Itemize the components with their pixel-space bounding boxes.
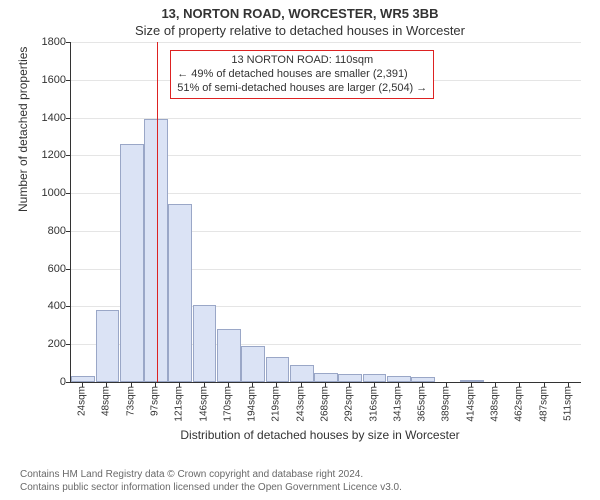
xtick-label: 170sqm	[222, 386, 233, 422]
bar	[241, 346, 265, 382]
bar	[460, 380, 484, 382]
ytick-label: 200	[26, 338, 66, 350]
xtick-label: 462sqm	[514, 386, 525, 422]
bar	[144, 119, 168, 382]
xtick-label: 365sqm	[417, 386, 428, 422]
xtick-label: 48sqm	[101, 386, 112, 416]
ytick-label: 1000	[26, 187, 66, 199]
ytick-mark	[66, 42, 71, 43]
xtick-label: 73sqm	[125, 386, 136, 416]
ytick-mark	[66, 231, 71, 232]
ytick-label: 1400	[26, 112, 66, 124]
ytick-mark	[66, 155, 71, 156]
page-title-address: 13, NORTON ROAD, WORCESTER, WR5 3BB	[0, 0, 600, 21]
xtick-label: 146sqm	[198, 386, 209, 422]
xtick-label: 511sqm	[562, 386, 573, 421]
xtick-label: 414sqm	[465, 386, 476, 422]
xtick-label: 292sqm	[344, 386, 355, 422]
footer-attribution: Contains HM Land Registry data © Crown c…	[20, 469, 402, 494]
annotation-line: ← 49% of detached houses are smaller (2,…	[177, 68, 427, 82]
ytick-label: 0	[26, 376, 66, 388]
xtick-label: 268sqm	[320, 386, 331, 422]
gridline	[71, 42, 581, 43]
ytick-label: 1200	[26, 149, 66, 161]
bar	[193, 305, 217, 382]
ytick-mark	[66, 193, 71, 194]
ytick-mark	[66, 80, 71, 81]
bar	[338, 374, 362, 382]
footer-line-2: Contains public sector information licen…	[20, 482, 402, 495]
ytick-label: 1600	[26, 74, 66, 86]
bar	[290, 365, 314, 382]
xtick-label: 389sqm	[441, 386, 452, 422]
xtick-label: 487sqm	[538, 386, 549, 422]
xtick-label: 97sqm	[150, 386, 161, 416]
x-axis-label: Distribution of detached houses by size …	[60, 428, 580, 442]
ytick-mark	[66, 344, 71, 345]
gridline	[71, 118, 581, 119]
ytick-mark	[66, 306, 71, 307]
ytick-label: 600	[26, 263, 66, 275]
xtick-label: 243sqm	[295, 386, 306, 422]
xtick-label: 121sqm	[174, 386, 185, 422]
bar	[168, 204, 192, 382]
bar	[314, 373, 338, 382]
xtick-label: 219sqm	[271, 386, 282, 422]
annotation-line: 13 NORTON ROAD: 110sqm	[177, 54, 427, 68]
ytick-mark	[66, 382, 71, 383]
annotation-box: 13 NORTON ROAD: 110sqm← 49% of detached …	[170, 50, 434, 99]
bar	[363, 374, 387, 382]
bar	[387, 376, 411, 382]
ytick-label: 800	[26, 225, 66, 237]
xtick-label: 341sqm	[392, 386, 403, 422]
page-subtitle: Size of property relative to detached ho…	[0, 21, 600, 40]
bar	[266, 357, 290, 382]
xtick-label: 438sqm	[490, 386, 501, 422]
xtick-label: 194sqm	[247, 386, 258, 422]
xtick-label: 24sqm	[77, 386, 88, 416]
bar	[120, 144, 144, 382]
xtick-label: 316sqm	[368, 386, 379, 422]
marker-line	[157, 42, 158, 382]
ytick-mark	[66, 118, 71, 119]
ytick-mark	[66, 269, 71, 270]
bar	[96, 310, 120, 382]
ytick-label: 1800	[26, 36, 66, 48]
annotation-line: 51% of semi-detached houses are larger (…	[177, 82, 427, 96]
chart-area: Number of detached properties Distributi…	[60, 42, 580, 412]
footer-line-1: Contains HM Land Registry data © Crown c…	[20, 469, 402, 482]
bar	[217, 329, 241, 382]
ytick-label: 400	[26, 300, 66, 312]
